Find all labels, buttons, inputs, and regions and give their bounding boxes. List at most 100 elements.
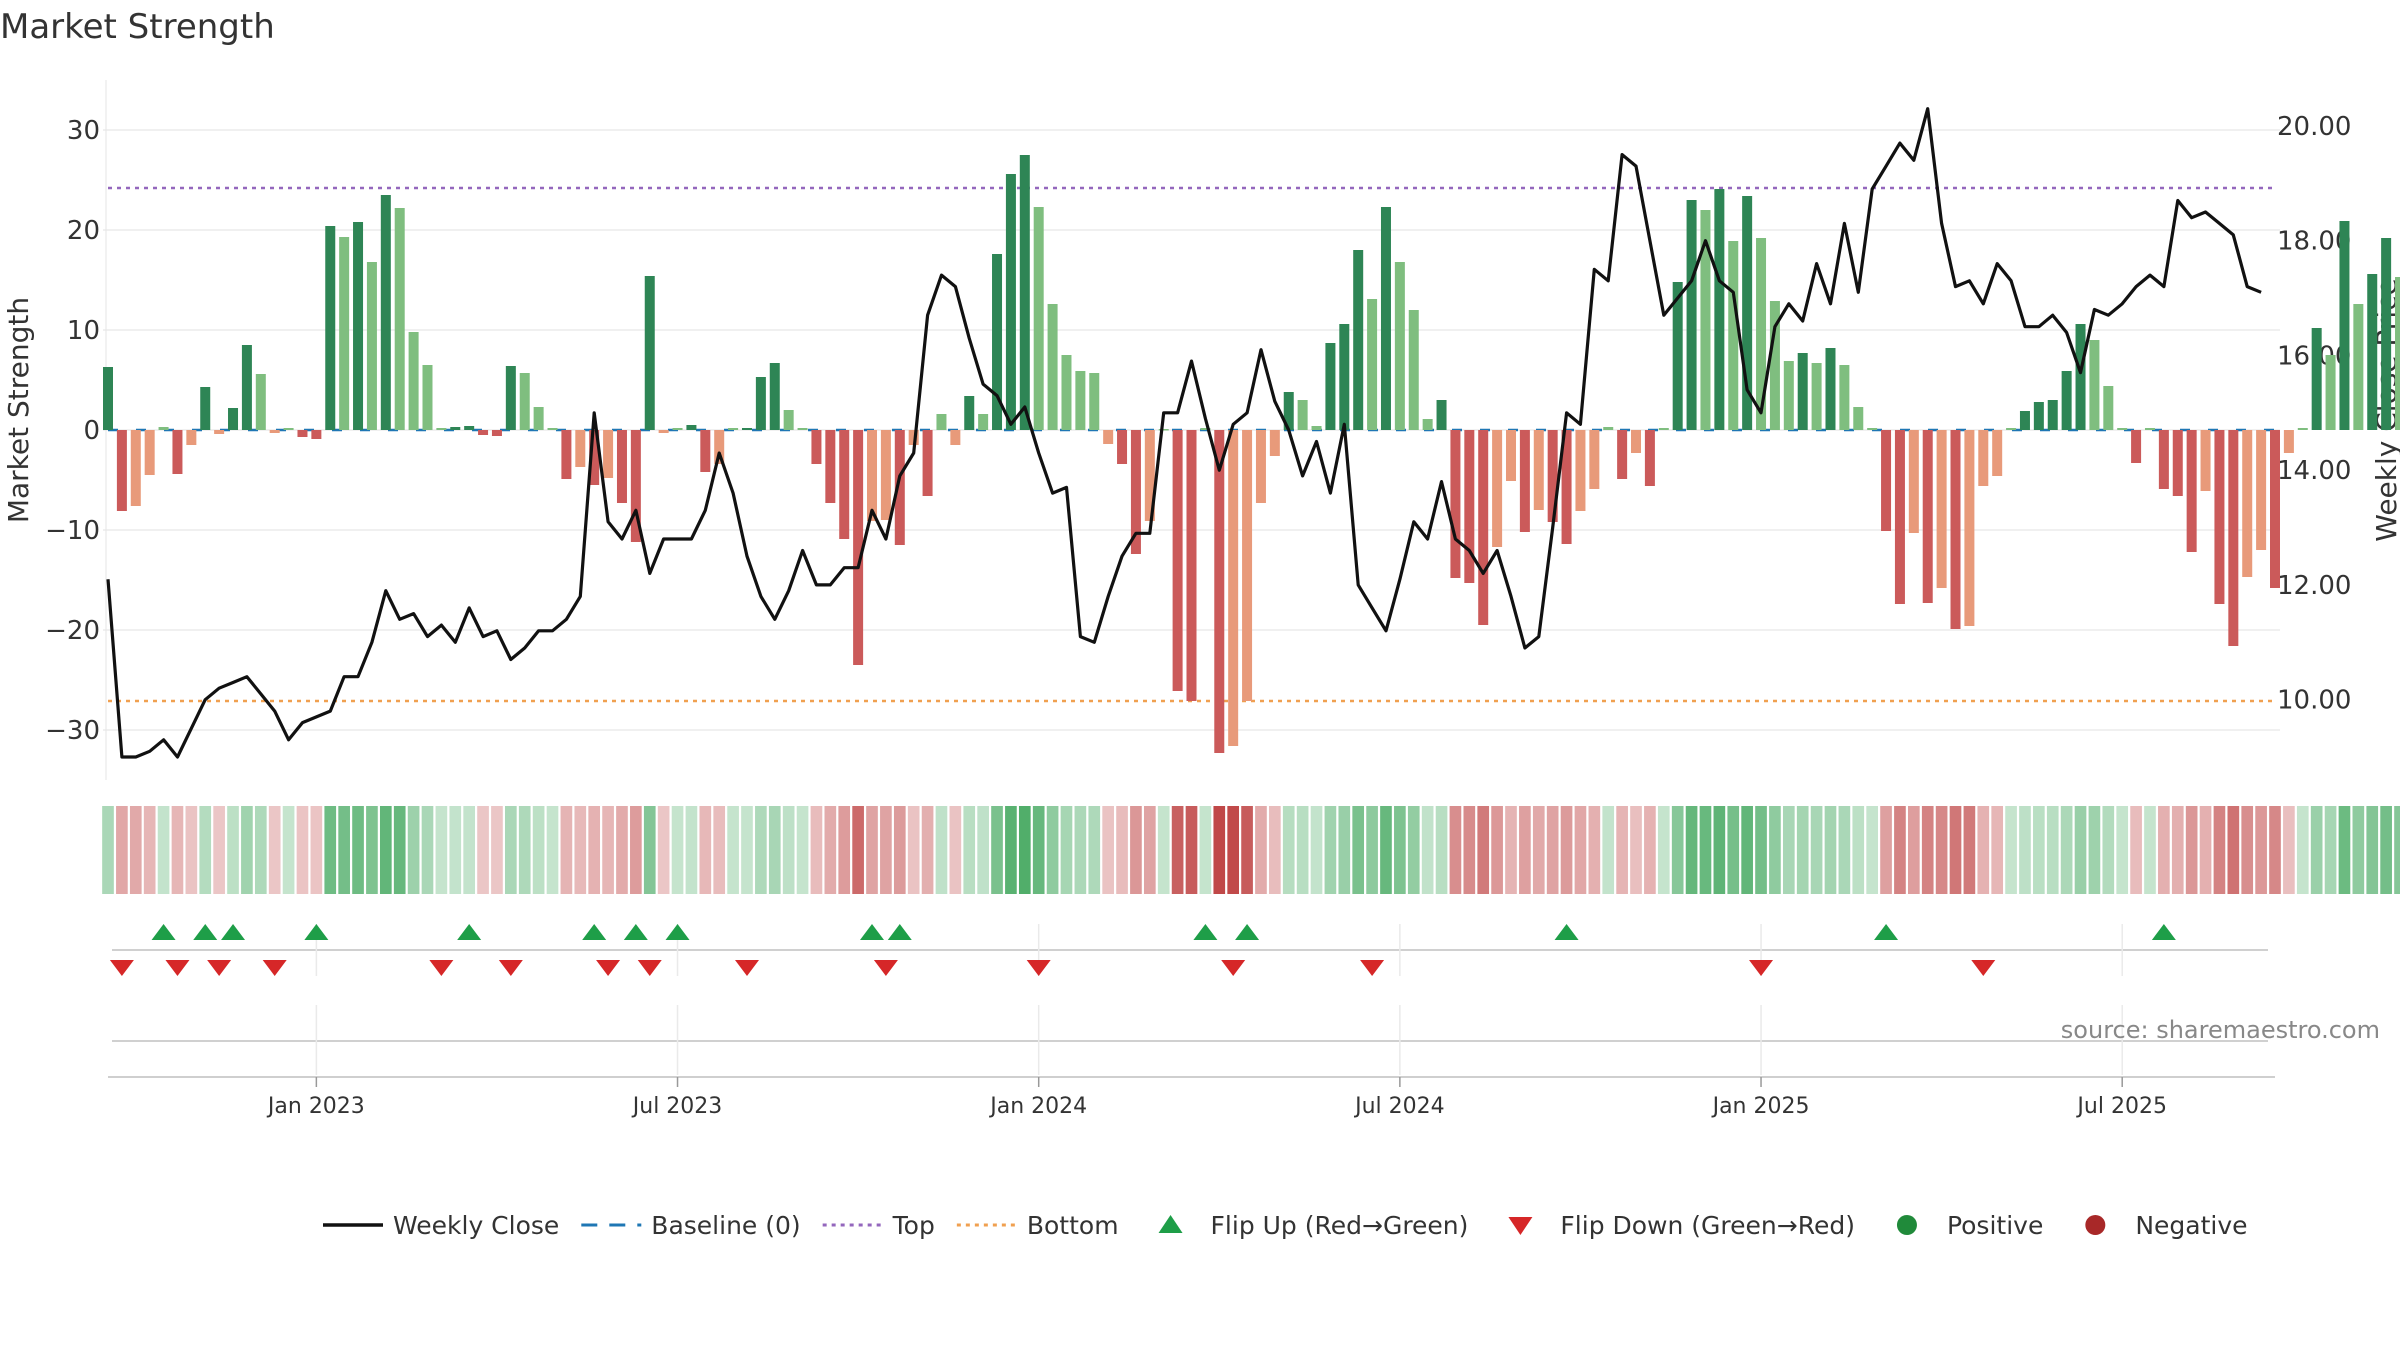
heat-cell <box>449 806 462 894</box>
x-tick-label: Jan 2023 <box>266 1094 365 1119</box>
strength-bar <box>769 363 780 430</box>
flip-down-marker <box>165 960 190 976</box>
strength-bar <box>1617 430 1628 479</box>
heat-cell <box>2130 806 2142 894</box>
strength-bar <box>2325 355 2336 430</box>
flip-up-marker <box>665 924 690 940</box>
y-tick-label-left: −30 <box>45 716 100 746</box>
heat-cell <box>1324 806 1337 894</box>
strength-bar <box>1158 429 1169 431</box>
strength-bar <box>1478 430 1489 625</box>
heat-cell <box>2005 806 2017 894</box>
chart-title: Market Strength <box>0 7 275 47</box>
strength-bar <box>1367 299 1378 430</box>
legend-label: Weekly Close <box>393 1211 559 1240</box>
heat-cell <box>2394 806 2400 894</box>
flip-down-marker <box>498 960 523 976</box>
strength-bar <box>1380 207 1391 430</box>
legend-label: Top <box>892 1211 935 1240</box>
flip-down-marker <box>1221 960 1246 976</box>
strength-bar <box>1922 430 1933 603</box>
heat-cell <box>2310 806 2323 894</box>
heat-cell <box>1074 806 1087 894</box>
heat-cell <box>852 806 864 894</box>
strength-bar <box>1408 310 1419 430</box>
strength-bar <box>1603 427 1614 430</box>
heat-cell <box>1810 806 1823 894</box>
strength-bar <box>1103 430 1114 444</box>
x-axis: Jan 2023 Jul 2023 Jan 2024 Jul 2024 Jan 2025… <box>108 1076 2275 1119</box>
strength-bar <box>547 428 558 430</box>
strength-bar <box>1255 430 1266 503</box>
y-tick-label-left: 10 <box>67 316 100 346</box>
heat-cell <box>143 806 156 894</box>
heat-cell <box>657 806 670 894</box>
legend-item: Weekly Close <box>323 1211 559 1240</box>
heat-cell <box>630 806 642 894</box>
strength-bar <box>1019 155 1030 430</box>
heat-cell <box>1185 806 1198 894</box>
heat-cell <box>1102 806 1114 894</box>
heat-cell <box>171 806 184 894</box>
heat-cell <box>1741 806 1753 894</box>
heat-cell <box>1921 806 1934 894</box>
flip-down-marker <box>262 960 287 976</box>
heat-cell <box>2255 806 2267 894</box>
weekly-close-path <box>106 107 2262 759</box>
strength-bar <box>353 222 364 430</box>
strength-bar <box>964 396 975 430</box>
strength-bar <box>1742 196 1753 430</box>
heat-cell <box>880 806 892 894</box>
strength-bar <box>2339 221 2350 430</box>
strength-bar <box>380 195 391 430</box>
legend-swatch-circle <box>1896 1215 1917 1235</box>
strength-bar <box>1533 430 1544 510</box>
flip-down-marker <box>1026 960 1051 976</box>
weekly-close-line <box>106 107 2262 759</box>
strength-bar <box>2144 428 2155 430</box>
heat-cell <box>532 806 545 894</box>
strength-bar <box>589 430 600 485</box>
strength-bar <box>1297 400 1308 430</box>
x-tick-label: Jul 2025 <box>2075 1094 2167 1119</box>
heat-cell <box>199 806 212 894</box>
x-tick-label: Jul 2023 <box>631 1094 723 1119</box>
strength-bar <box>2047 400 2058 430</box>
strength-bar <box>366 262 377 430</box>
strength-bar <box>1686 200 1697 430</box>
heat-cell <box>1532 806 1545 894</box>
strength-bar <box>1783 361 1794 430</box>
heat-cell <box>2213 806 2226 894</box>
heat-cell <box>1143 806 1156 894</box>
legend-item: Bottom <box>956 1211 1119 1240</box>
flip-markers <box>109 924 2268 1075</box>
strength-bar <box>1505 430 1516 481</box>
heat-cell <box>352 806 364 894</box>
heat-cell <box>1449 806 1462 894</box>
legend-item: Flip Up (Red→Green) <box>1158 1211 1468 1240</box>
heat-cell <box>2158 806 2170 894</box>
strength-bar <box>1269 430 1280 456</box>
heat-cell <box>1116 806 1128 894</box>
heat-cell <box>1407 806 1420 894</box>
heat-cell <box>560 806 573 894</box>
strength-bar <box>853 430 864 665</box>
strength-bar <box>2283 430 2294 453</box>
strength-bar <box>1658 428 1669 430</box>
strength-bar <box>2075 324 2086 430</box>
heat-cell <box>907 806 920 894</box>
strength-bar <box>992 254 1003 430</box>
heat-cell <box>1949 806 1962 894</box>
heat-cell <box>2227 806 2240 894</box>
strength-bar <box>2214 430 2225 604</box>
heat-cell <box>491 806 503 894</box>
strength-bar <box>1881 430 1892 531</box>
strength-bar <box>1422 419 1433 430</box>
y-tick-label-left: 0 <box>83 416 100 446</box>
heat-cell <box>1296 806 1309 894</box>
strength-bar <box>2103 386 2114 430</box>
heat-cell <box>1699 806 1712 894</box>
heat-cell <box>421 806 434 894</box>
flip-up-marker <box>457 924 482 940</box>
heat-cell <box>1755 806 1767 894</box>
